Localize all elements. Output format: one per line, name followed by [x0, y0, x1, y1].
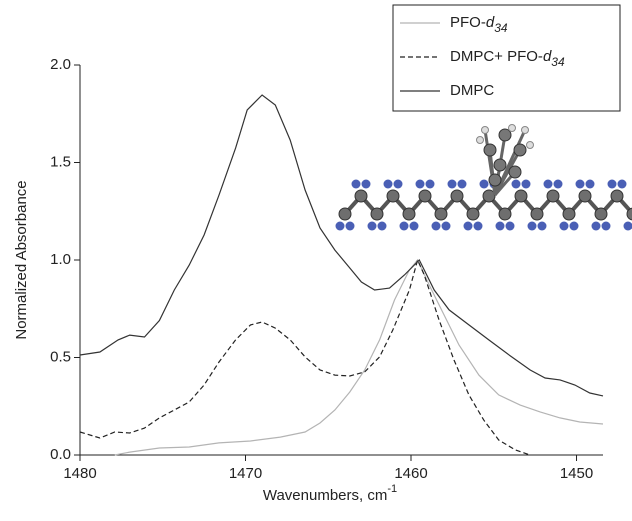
hydrogen: [576, 180, 585, 189]
x-tick-label: 1470: [229, 465, 262, 482]
hydrogen: [538, 222, 547, 231]
chart: Wavenumbers, cm-1 Normalized Absorbance …: [0, 0, 632, 521]
carbon: [339, 208, 351, 220]
ring-atom: [509, 166, 521, 178]
carbon: [371, 208, 383, 220]
hydrogen: [496, 222, 505, 231]
hydrogen: [448, 180, 457, 189]
hydrogen: [506, 222, 515, 231]
legend-label: DMPC: [450, 82, 494, 99]
carbon: [515, 190, 527, 202]
series-line: [115, 260, 603, 455]
y-tick-label: 0.0: [50, 446, 71, 463]
hydrogen: [464, 222, 473, 231]
ring-hydrogen: [477, 137, 484, 144]
hydrogen: [512, 180, 521, 189]
ring-hydrogen: [482, 127, 489, 134]
hydrogen: [480, 180, 489, 189]
x-tick-label: 1460: [394, 465, 427, 482]
ring-atom: [484, 144, 496, 156]
series-line: [80, 260, 530, 455]
hydrogen: [394, 180, 403, 189]
hydrogen: [400, 222, 409, 231]
hydrogen: [544, 180, 553, 189]
hydrogen: [442, 222, 451, 231]
hydrogen: [586, 180, 595, 189]
hydrogen: [352, 180, 361, 189]
x-axis-label: Wavenumbers, cm-1: [263, 483, 397, 504]
ring-atom: [489, 174, 501, 186]
hydrogen: [554, 180, 563, 189]
hydrogen: [378, 222, 387, 231]
hydrogen: [528, 222, 537, 231]
ring-atom: [494, 159, 506, 171]
hydrogen: [426, 180, 435, 189]
carbon: [579, 190, 591, 202]
ring-hydrogen: [509, 125, 516, 132]
y-tick-label: 2.0: [50, 56, 71, 73]
y-axis-label: Normalized Absorbance: [13, 180, 30, 339]
hydrogen: [336, 222, 345, 231]
hydrogen: [522, 180, 531, 189]
carbon: [499, 208, 511, 220]
y-tick-label: 1.0: [50, 251, 71, 268]
hydrogen: [346, 222, 355, 231]
carbon: [595, 208, 607, 220]
ring-hydrogen: [522, 127, 529, 134]
carbon: [419, 190, 431, 202]
page: {"chart_data": { "type": "line", "x_labe…: [0, 0, 632, 521]
carbon: [531, 208, 543, 220]
hydrogen: [608, 180, 617, 189]
carbon: [547, 190, 559, 202]
hydrogen: [592, 222, 601, 231]
carbon: [387, 190, 399, 202]
hydrogen: [474, 222, 483, 231]
carbon: [435, 208, 447, 220]
x-tick-label: 1480: [63, 465, 96, 482]
hydrogen: [618, 180, 627, 189]
carbon: [467, 208, 479, 220]
series-line: [80, 95, 603, 396]
x-tick-label: 1450: [560, 465, 593, 482]
carbon: [563, 208, 575, 220]
hydrogen: [416, 180, 425, 189]
hydrogen: [570, 222, 579, 231]
hydrogen: [458, 180, 467, 189]
ring-hydrogen: [527, 142, 534, 149]
y-tick-label: 0.5: [50, 348, 71, 365]
carbon: [611, 190, 623, 202]
hydrogen: [384, 180, 393, 189]
molecule-illustration: [336, 125, 632, 231]
hydrogen: [560, 222, 569, 231]
carbon: [355, 190, 367, 202]
carbon: [451, 190, 463, 202]
hydrogen: [602, 222, 611, 231]
carbon: [403, 208, 415, 220]
hydrogen: [624, 222, 632, 231]
y-tick-label: 1.5: [50, 153, 71, 170]
hydrogen: [368, 222, 377, 231]
hydrogen: [432, 222, 441, 231]
hydrogen: [410, 222, 419, 231]
ring-atom: [514, 144, 526, 156]
hydrogen: [362, 180, 371, 189]
